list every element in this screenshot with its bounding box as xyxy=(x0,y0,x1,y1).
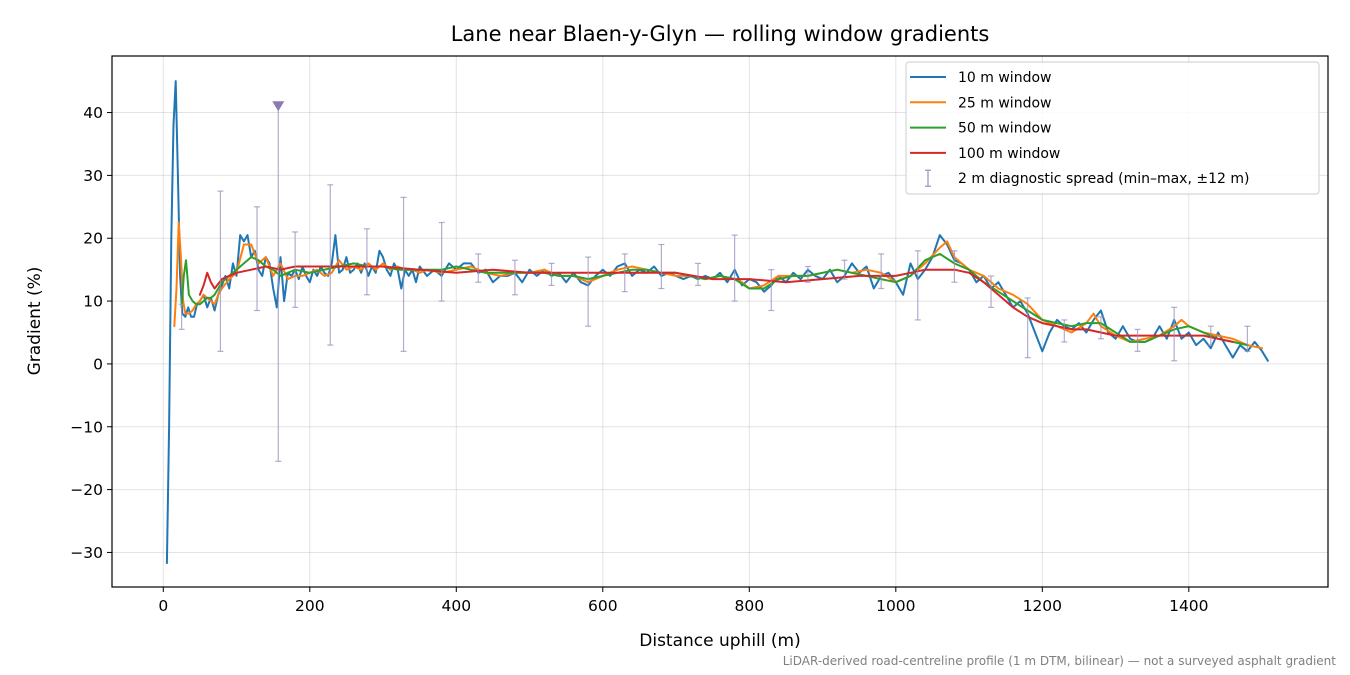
legend-swatch-errorbar xyxy=(925,169,931,187)
error-bar xyxy=(292,231,299,308)
legend-label: 50 m window xyxy=(958,121,1051,137)
errorbar-layer xyxy=(178,101,1251,462)
error-bar xyxy=(731,234,738,302)
y-axis-label: Gradient (%) xyxy=(25,267,45,376)
clipped-marker-triangle xyxy=(272,101,285,112)
error-bar xyxy=(768,269,775,312)
error-bar xyxy=(254,206,261,312)
footnote: LiDAR-derived road-centreline profile (1… xyxy=(783,654,1337,668)
error-bar xyxy=(511,259,518,296)
error-bar xyxy=(988,275,995,308)
y-tick-label: −10 xyxy=(70,418,103,436)
error-bar xyxy=(951,250,958,283)
error-bar xyxy=(878,253,885,290)
x-tick-label: 1200 xyxy=(1023,597,1062,615)
error-bar xyxy=(695,262,702,286)
chart-title: Lane near Blaen-y-Glyn — rolling window … xyxy=(451,22,990,46)
error-bar xyxy=(841,259,848,280)
y-tick-label: 0 xyxy=(93,355,103,373)
x-tick-label: 400 xyxy=(441,597,471,615)
error-bar xyxy=(1061,319,1068,343)
error-bar xyxy=(1097,316,1104,340)
plot-frame xyxy=(111,55,1329,588)
error-bar xyxy=(804,265,811,283)
error-bar xyxy=(327,184,334,346)
error-bar xyxy=(585,256,592,327)
error-bar xyxy=(914,250,921,321)
error-bar xyxy=(363,228,370,296)
y-tick-label: 40 xyxy=(83,104,103,122)
series-line-2 xyxy=(173,221,1264,350)
legend-label: 100 m window xyxy=(958,146,1060,162)
legend-label: 10 m window xyxy=(958,70,1051,86)
error-bar xyxy=(1244,325,1251,352)
y-tick-label: 20 xyxy=(83,230,103,248)
x-tick-label: 1000 xyxy=(876,597,915,615)
y-tick-label: −20 xyxy=(70,481,103,499)
x-tick-label: 1400 xyxy=(1169,597,1208,615)
error-bar xyxy=(658,243,665,290)
error-bar xyxy=(621,253,628,293)
error-bar xyxy=(438,221,445,302)
error-bar xyxy=(1024,297,1031,359)
series-layer xyxy=(165,80,1269,565)
x-tick-label: 0 xyxy=(158,597,168,615)
x-axis-label: Distance uphill (m) xyxy=(639,631,800,651)
x-tick-label: 200 xyxy=(295,597,325,615)
error-bar xyxy=(275,105,282,462)
error-bar xyxy=(1134,328,1141,352)
error-bar xyxy=(475,253,482,283)
x-axis-ticks: 0 200 400 600 800 1000 1200 1400 xyxy=(158,587,1209,615)
error-bar xyxy=(178,303,185,330)
legend-label: 25 m window xyxy=(958,95,1051,111)
grid-lines xyxy=(112,56,1328,587)
legend-label: 2 m diagnostic spread (min–max, ±12 m) xyxy=(958,171,1249,187)
legend-entries: 10 m window 25 m window 50 m window 100 m w… xyxy=(910,70,1249,187)
y-tick-label: −30 xyxy=(70,544,103,562)
legend-box xyxy=(905,61,1320,195)
y-tick-label: 30 xyxy=(83,167,103,185)
x-tick-label: 800 xyxy=(735,597,765,615)
y-tick-label: 10 xyxy=(83,293,103,311)
error-bar xyxy=(1171,306,1178,362)
y-axis-ticks: −30 −20 −10 0 10 20 30 40 xyxy=(70,104,112,562)
x-tick-label: 600 xyxy=(588,597,618,615)
series-line-4 xyxy=(198,265,1234,343)
error-bar xyxy=(1207,325,1214,346)
legend: 10 m window 25 m window 50 m window 100 m w… xyxy=(905,61,1320,195)
error-bar xyxy=(217,190,224,352)
error-bar xyxy=(548,262,555,286)
error-bar xyxy=(400,196,407,352)
